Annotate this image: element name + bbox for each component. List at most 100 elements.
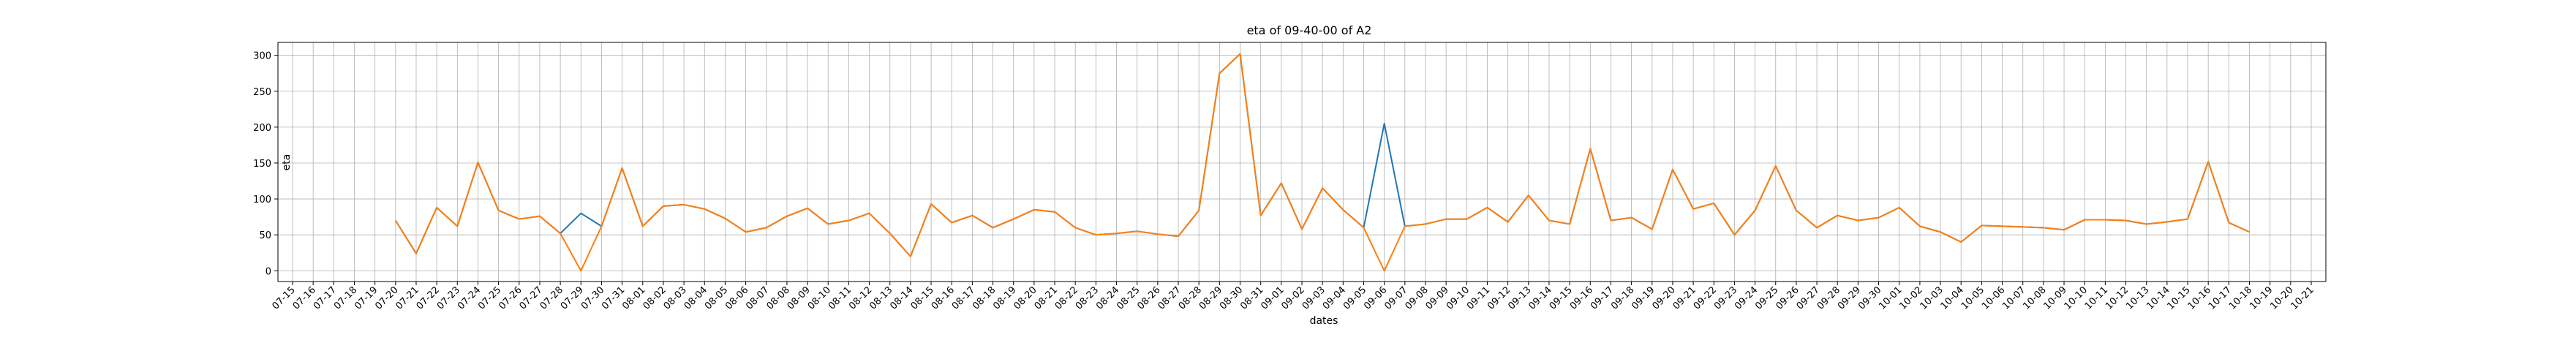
x-tick-label: 07-18 (332, 284, 359, 312)
x-tick-label: 09-26 (1774, 284, 1801, 312)
x-tick-label: 10-05 (1959, 284, 1986, 312)
x-tick-label: 10-17 (2207, 284, 2234, 312)
x-tick-label: 08-15 (909, 284, 936, 312)
x-tick-label: 09-20 (1650, 284, 1677, 312)
x-tick-label: 09-02 (1280, 284, 1307, 312)
x-tick-label: 08-14 (888, 284, 915, 312)
x-tick-label: 09-06 (1362, 284, 1389, 312)
x-tick-label: 07-23 (435, 284, 462, 312)
x-tick-label: 09-01 (1259, 284, 1286, 312)
x-tick-label: 08-06 (723, 284, 750, 312)
x-tick-label: 07-21 (393, 284, 421, 312)
x-tick-label: 10-21 (2289, 284, 2316, 312)
y-tick-label: 50 (259, 230, 271, 241)
grid (278, 42, 2326, 282)
x-tick-label: 08-22 (1053, 284, 1080, 312)
x-tick-label: 07-22 (415, 284, 442, 312)
x-tick-label: 08-29 (1197, 284, 1224, 312)
x-tick-label: 10-01 (1877, 284, 1904, 312)
y-tick-label: 300 (253, 51, 271, 62)
x-tick-label: 07-25 (476, 284, 503, 312)
x-tick-label: 08-18 (971, 284, 998, 312)
x-tick-label: 09-13 (1506, 284, 1533, 312)
x-tick-label: 08-31 (1238, 284, 1265, 312)
x-tick-label: 08-09 (786, 284, 813, 312)
x-tick-label: 09-07 (1382, 284, 1409, 312)
x-tick-label: 07-27 (517, 284, 544, 312)
x-tick-label: 09-21 (1671, 284, 1698, 312)
x-tick-label: 10-18 (2227, 284, 2254, 312)
x-tick-label: 08-23 (1074, 284, 1101, 312)
x-tick-label: 08-27 (1156, 284, 1183, 312)
x-tick-label: 09-16 (1568, 284, 1595, 312)
x-tick-label: 10-13 (2124, 284, 2151, 312)
x-tick-label: 09-03 (1300, 284, 1327, 312)
x-tick-label: 08-08 (764, 284, 791, 312)
x-tick-label: 07-26 (497, 284, 524, 312)
x-tick-label: 08-12 (847, 284, 874, 312)
x-tick-label: 09-25 (1753, 284, 1780, 312)
y-tick-label: 250 (253, 87, 271, 98)
x-tick-label: 10-04 (1939, 284, 1966, 312)
x-tick-label: 10-10 (2063, 284, 2090, 312)
x-tick-label: 07-15 (271, 284, 298, 312)
x-tick-label: 09-15 (1548, 284, 1575, 312)
x-tick-label: 07-20 (373, 284, 400, 312)
x-tick-label: 08-05 (703, 284, 730, 312)
x-tick-label: 09-29 (1836, 284, 1863, 312)
x-tick-label: 09-19 (1630, 284, 1657, 312)
x-tick-label: 09-30 (1856, 284, 1883, 312)
x-tick-label: 08-01 (620, 284, 647, 312)
x-tick-label: 07-24 (456, 284, 483, 312)
x-tick-label: 07-29 (559, 284, 586, 312)
x-tick-label: 10-14 (2144, 284, 2172, 312)
x-tick-label: 08-16 (930, 284, 957, 312)
x-tick-label: 10-19 (2248, 284, 2275, 312)
y-tick-label: 200 (253, 123, 271, 134)
x-tick-label: 08-02 (641, 284, 668, 312)
series-layer (394, 53, 2250, 272)
x-tick-label: 09-23 (1712, 284, 1739, 312)
x-tick-label: 09-14 (1526, 284, 1553, 312)
x-tick-label: 09-11 (1465, 284, 1492, 312)
x-axis-label: dates (1310, 315, 1338, 327)
x-tick-label: 08-28 (1177, 284, 1204, 312)
x-tick-label: 07-28 (538, 284, 565, 312)
x-tick-label: 09-04 (1321, 284, 1348, 312)
x-tick-label: 07-31 (600, 284, 627, 312)
x-tick-label: 09-27 (1795, 284, 1822, 312)
x-tick-label: 10-07 (2000, 284, 2027, 312)
x-tick-label: 08-21 (1033, 284, 1060, 312)
x-tick-label: 08-20 (1012, 284, 1039, 312)
x-axis-ticks: 07-1507-1607-1707-1807-1907-2007-2107-22… (271, 282, 2316, 312)
series-line-2 (394, 53, 2250, 272)
x-tick-label: 08-03 (662, 284, 689, 312)
y-tick-label: 150 (253, 159, 271, 170)
x-tick-label: 09-09 (1424, 284, 1451, 312)
x-tick-label: 10-11 (2083, 284, 2110, 312)
x-tick-label: 09-17 (1589, 284, 1616, 312)
x-tick-label: 08-24 (1094, 284, 1121, 312)
x-tick-label: 10-06 (1980, 284, 2007, 312)
x-tick-label: 08-17 (950, 284, 977, 312)
x-tick-label: 08-13 (867, 284, 895, 312)
x-tick-label: 07-30 (579, 284, 606, 312)
x-tick-label: 08-04 (682, 284, 709, 312)
y-axis-label: eta (281, 154, 293, 171)
x-tick-label: 10-20 (2268, 284, 2295, 312)
x-tick-label: 09-10 (1445, 284, 1472, 312)
x-tick-label: 07-17 (312, 284, 339, 312)
x-tick-label: 10-03 (1918, 284, 1946, 312)
x-tick-label: 09-08 (1403, 284, 1430, 312)
x-tick-label: 07-16 (291, 284, 318, 312)
x-tick-label: 08-26 (1135, 284, 1162, 312)
y-axis-ticks: 0 50 100 150 200 250 300 (253, 51, 278, 277)
x-tick-label: 08-25 (1115, 284, 1142, 312)
x-tick-label: 08-10 (806, 284, 833, 312)
x-tick-label: 10-16 (2186, 284, 2213, 312)
x-tick-label: 08-07 (744, 284, 771, 312)
x-tick-label: 10-02 (1897, 284, 1924, 312)
x-tick-label: 10-08 (2021, 284, 2048, 312)
x-tick-label: 10-12 (2104, 284, 2131, 312)
